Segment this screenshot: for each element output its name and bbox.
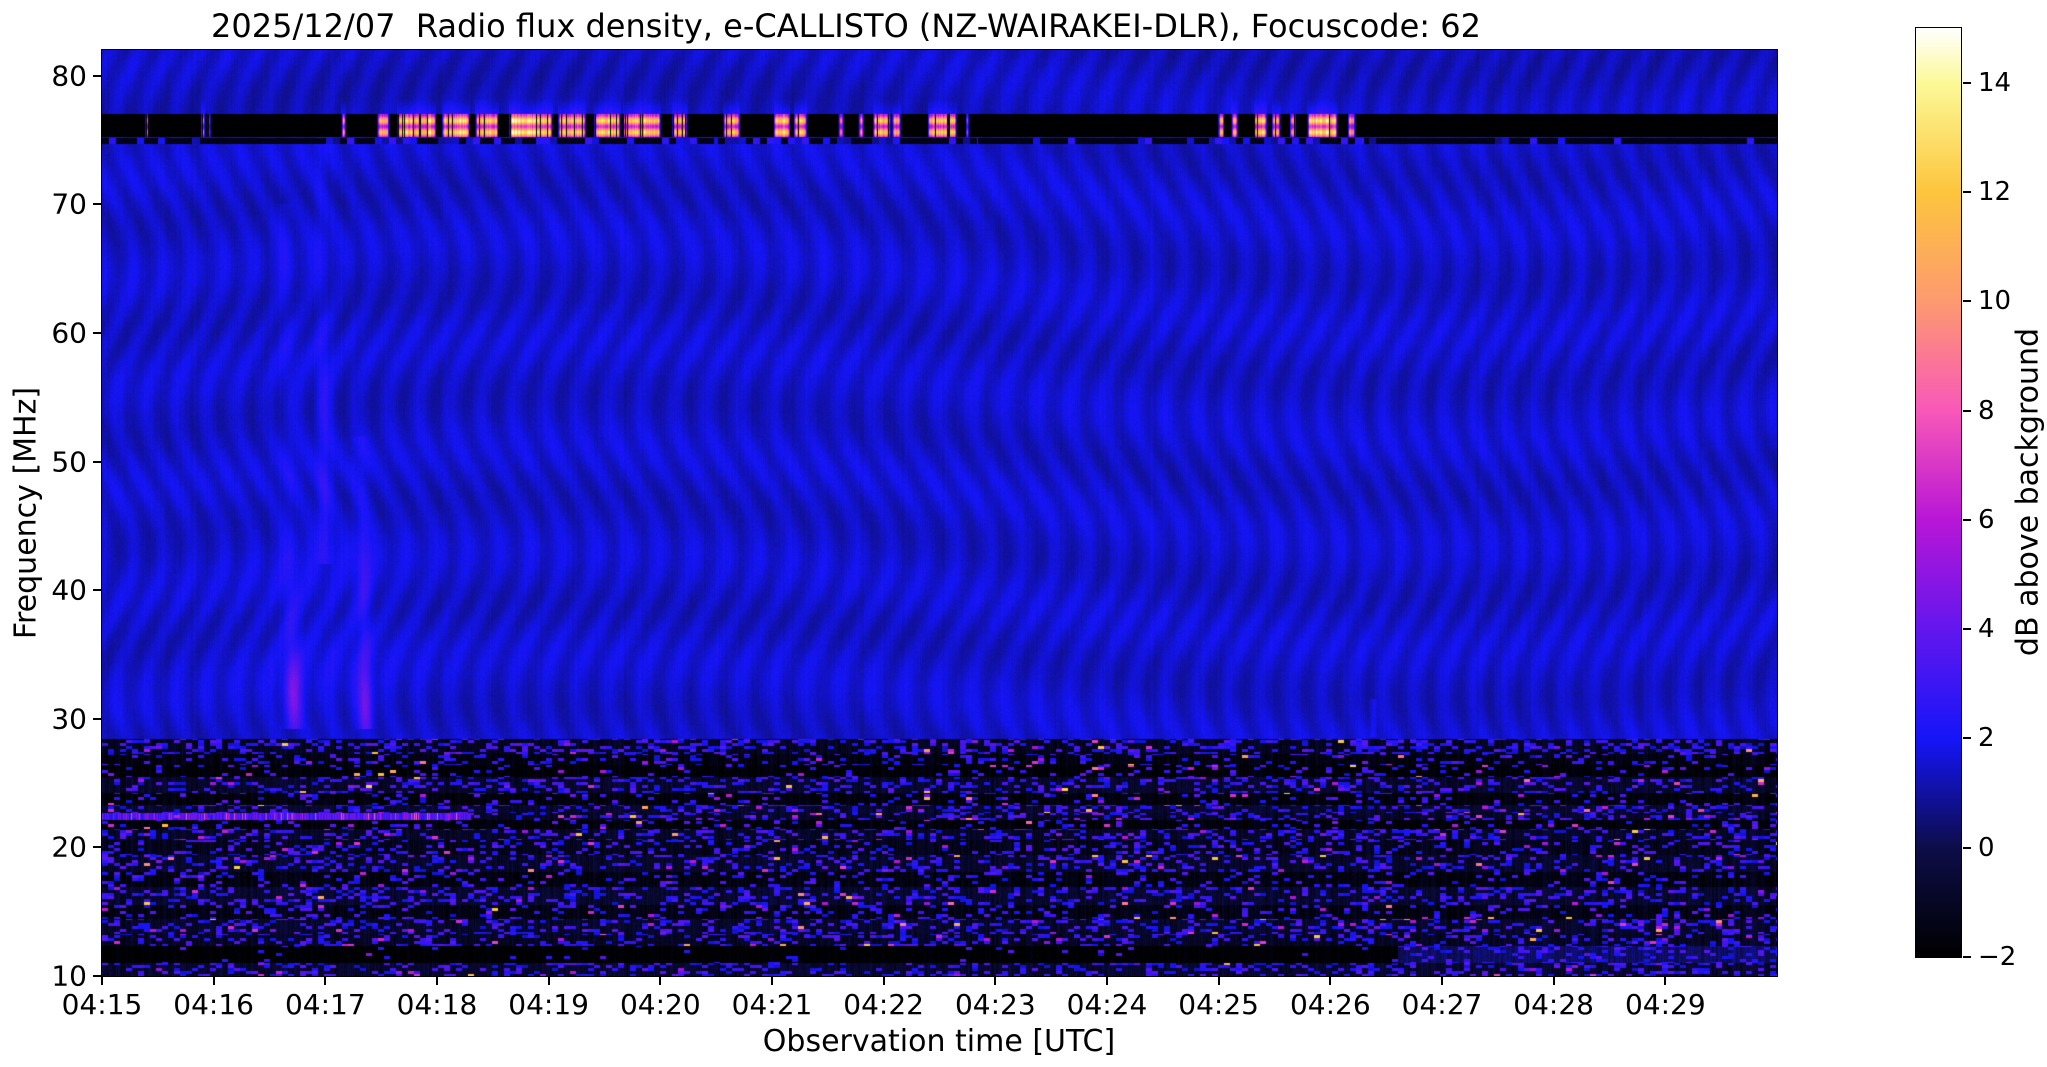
x-tick-label: 04:27 (1401, 988, 1483, 1021)
x-tick-mark (547, 977, 550, 985)
x-tick-label: 04:18 (396, 988, 478, 1021)
colorbar-tick-mark (1963, 956, 1971, 958)
y-tick-mark (93, 460, 101, 463)
x-tick-mark (101, 977, 103, 985)
x-tick-mark (212, 977, 215, 985)
colorbar-tick-label: 14 (1978, 67, 2012, 98)
colorbar-tick-label: 4 (1978, 614, 1995, 645)
x-tick-mark (436, 977, 438, 985)
x-tick-mark (659, 977, 662, 985)
colorbar-tick-label: −2 (1978, 942, 2017, 972)
colorbar-tick-mark (1963, 81, 1971, 84)
x-tick-label: 04:19 (508, 988, 590, 1021)
x-tick-label: 04:22 (843, 988, 925, 1021)
colorbar-tick-mark (1963, 300, 1971, 303)
x-tick-label: 04:24 (1066, 988, 1148, 1021)
x-tick-mark (1106, 977, 1108, 985)
x-tick-mark (994, 977, 997, 985)
colorbar-tick-mark (1963, 409, 1971, 412)
colorbar-gradient (1915, 27, 1962, 958)
y-tick-label: 70 (51, 187, 87, 221)
x-tick-label: 04:16 (173, 988, 255, 1021)
plot-area (101, 49, 1778, 977)
x-tick-mark (1664, 977, 1667, 985)
x-tick-mark (882, 977, 885, 985)
y-tick-label: 50 (51, 445, 87, 479)
x-tick-label: 04:28 (1513, 988, 1595, 1021)
colorbar-tick-label: 8 (1978, 395, 1995, 426)
x-tick-label: 04:17 (284, 988, 366, 1021)
colorbar-tick-mark (1963, 846, 1971, 849)
y-tick-mark (93, 975, 101, 977)
colorbar-tick-label: 6 (1978, 504, 1995, 535)
y-tick-label: 40 (51, 573, 87, 607)
x-tick-mark (1217, 977, 1220, 985)
y-tick-mark (93, 717, 101, 720)
y-tick-mark (93, 74, 101, 77)
y-tick-mark (93, 331, 101, 334)
chart-title: 2025/12/07 Radio flux density, e-CALLIST… (211, 7, 1481, 45)
y-axis-label: Frequency [MHz] (8, 386, 44, 640)
x-tick-mark (1329, 977, 1332, 985)
x-tick-label: 04:20 (619, 988, 701, 1021)
colorbar-tick-mark (1963, 518, 1971, 521)
x-tick-label: 04:23 (954, 988, 1036, 1021)
colorbar-label: dB above background (2010, 327, 2046, 657)
x-tick-label: 04:21 (731, 988, 813, 1021)
x-tick-label: 04:26 (1289, 988, 1371, 1021)
y-tick-mark (93, 203, 101, 206)
y-tick-label: 60 (51, 316, 87, 350)
y-tick-label: 20 (51, 830, 87, 864)
y-tick-mark (93, 846, 101, 849)
y-tick-label: 30 (51, 702, 87, 736)
colorbar-tick-mark (1963, 190, 1971, 193)
y-tick-label: 80 (51, 59, 87, 93)
x-tick-mark (324, 977, 327, 985)
y-tick-mark (93, 589, 101, 592)
colorbar-tick-label: 10 (1978, 286, 2012, 317)
colorbar-tick-mark (1963, 628, 1971, 631)
x-tick-mark (1441, 977, 1443, 985)
colorbar-tick-label: 2 (1978, 723, 1995, 754)
x-tick-label: 04:29 (1624, 988, 1706, 1021)
x-tick-mark (771, 977, 773, 985)
colorbar-tick-mark (1963, 737, 1971, 740)
x-tick-mark (1552, 977, 1555, 985)
spectrogram-image (102, 50, 1777, 976)
x-axis-label: Observation time [UTC] (762, 1024, 1116, 1059)
colorbar-tick-label: 12 (1978, 176, 2012, 207)
y-tick-label: 10 (51, 959, 87, 993)
x-tick-label: 04:25 (1178, 988, 1260, 1021)
colorbar-tick-label: 0 (1978, 832, 1995, 863)
x-tick-label: 04:15 (61, 988, 143, 1021)
